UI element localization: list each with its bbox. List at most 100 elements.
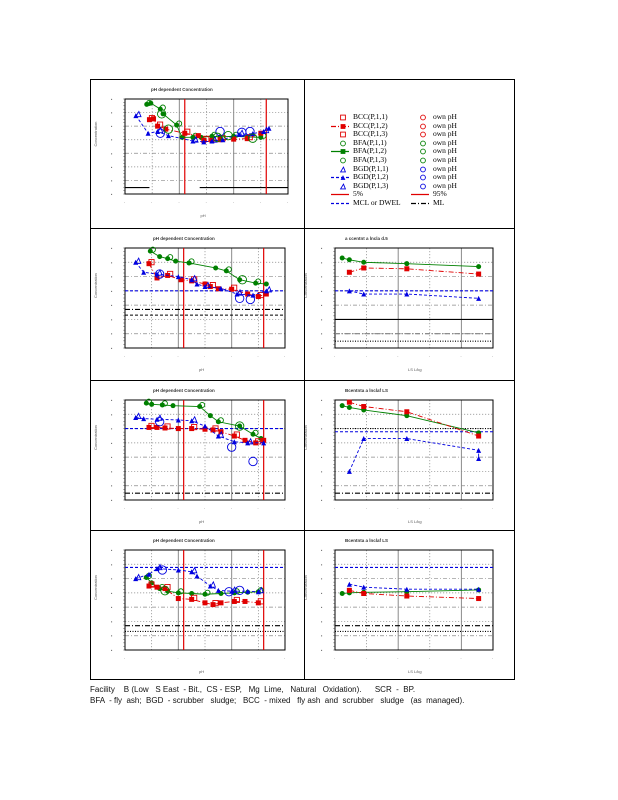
- y-axis-label: Concentration: [93, 122, 98, 147]
- data-point-bcc: [263, 291, 269, 297]
- x-tick-label: ‧: [151, 200, 152, 205]
- y-tick-label: ▪: [111, 440, 113, 445]
- y-tick-label: ▪: [321, 562, 323, 567]
- legend-symbol: [420, 157, 426, 164]
- legend-row: BFA(P,1,3) own pH: [331, 154, 511, 165]
- chart-title: pH dependent Concentration: [153, 388, 215, 393]
- legend-label: BCC(P,1,1): [353, 112, 388, 121]
- chart-title: a ccentnt a lncla d.5: [345, 236, 388, 241]
- data-point-bgd-replicate: [265, 285, 273, 293]
- y-tick-label: ▪: [321, 246, 323, 251]
- data-point-bgd-replicate: [190, 415, 198, 423]
- legend-symbol: [331, 190, 349, 199]
- own-ph-point: [223, 130, 233, 141]
- figure-caption: Facility B (Low S East - Bit., CS - ESP,…: [90, 684, 520, 706]
- x-tick-label: ‧: [178, 200, 179, 205]
- y-tick-label: ▪: [111, 274, 113, 279]
- data-point-bfa: [207, 413, 213, 419]
- data-point-bgd-replicate: [134, 573, 142, 581]
- own-ph-point: [157, 109, 167, 119]
- data-point-bcc: [215, 286, 221, 292]
- own-ph-point: [155, 417, 165, 427]
- legend-symbol: [420, 149, 426, 155]
- x-tick-label: ‧: [429, 656, 430, 661]
- legend-label: BCC(P,1,3): [353, 129, 388, 139]
- legend-label: BFA(P,1,3): [353, 154, 387, 164]
- y-tick-label: ▪: [321, 426, 323, 431]
- data-point-bcc: [361, 591, 367, 597]
- x-tick-label: ‧: [233, 200, 234, 205]
- legend-label: ML: [433, 197, 445, 207]
- y-tick-label: ▪: [321, 346, 323, 351]
- y-tick-label: ▪: [321, 398, 323, 403]
- legend-marker: [340, 123, 346, 129]
- data-point-bgd: [250, 292, 256, 298]
- chart-svg: a ccentnt a lncla d.5 ‧ ‧ ‧ ‧ ‧ ‧ ▪ ▪ ▪ ▪ ▪ ▪ ▪ ▪ LS L/…: [303, 236, 494, 372]
- legend-marker: [340, 175, 346, 181]
- data-point-bgd: [218, 285, 224, 291]
- data-point-bgd: [361, 436, 367, 442]
- x-tick-label: ‧: [124, 200, 125, 205]
- chart-title: Bcentnta a lnclaf LS: [345, 388, 388, 393]
- legend-own-label: own pH: [433, 172, 457, 182]
- data-point-bcc-replicate: [212, 425, 219, 432]
- x-tick-label: ‧: [366, 656, 367, 661]
- data-point-bcc: [154, 584, 160, 590]
- x-tick-label: ‧: [284, 506, 285, 511]
- data-point-bfa-replicate: [225, 266, 232, 273]
- data-point-bgd: [141, 416, 147, 422]
- data-point-bgd: [346, 288, 352, 294]
- data-point-bgd-replicate: [134, 412, 142, 420]
- legend-symbol: [420, 174, 426, 181]
- legend-row: BCC(P,1,2) own pH: [331, 121, 511, 131]
- data-point-bcc-replicate: [191, 424, 198, 431]
- x-tick-label: ‧: [284, 354, 285, 359]
- plot-area: [124, 98, 289, 195]
- data-point-bcc: [202, 281, 208, 287]
- x-tick-label: ‧: [204, 506, 205, 511]
- data-point-bgd-replicate: [156, 268, 163, 276]
- data-point-bgd: [141, 269, 147, 275]
- y-tick-label: ▪: [321, 440, 323, 445]
- x-tick-label: ‧: [177, 354, 178, 359]
- own-ph-point: [212, 132, 223, 142]
- legend-marker: [420, 123, 426, 129]
- data-point-bgd-replicate: [217, 430, 225, 438]
- y-tick-label: ▪: [321, 303, 323, 308]
- plot-area: [124, 399, 286, 501]
- data-point-bfa: [361, 259, 367, 265]
- own-ph-point: [155, 269, 165, 279]
- y-tick-label: ▪: [111, 178, 113, 183]
- y-tick-label: ▪: [111, 590, 113, 595]
- plot-area: [334, 549, 494, 651]
- legend-symbol: [340, 140, 346, 147]
- legend-row: BCC(P,1,3) own pH: [331, 130, 511, 139]
- y-tick-label: ▪: [321, 331, 323, 336]
- legend-row: MCL or DWEL ML: [331, 197, 511, 208]
- own-ph-point: [245, 294, 255, 305]
- legend-row: BGD(P,1,3) own pH: [331, 181, 511, 191]
- data-point-bfa-replicate: [217, 417, 224, 424]
- y-axis-label: Concentration: [303, 273, 308, 298]
- y-tick-label: ▪: [111, 303, 113, 308]
- own-ph-point: [224, 587, 234, 597]
- chart-title: pH dependent Concentration: [151, 87, 213, 92]
- data-point-bfa: [346, 404, 352, 410]
- y-tick-label: ▪: [111, 548, 113, 553]
- data-point-bcc: [361, 404, 367, 410]
- data-point-bcc: [154, 424, 160, 430]
- data-point-bgd: [476, 586, 482, 592]
- x-tick-label: ‧: [397, 656, 398, 661]
- data-point-bfa: [149, 401, 155, 407]
- series-line-bgd: [348, 438, 480, 472]
- chart-ls-2: a ccentnt a lncla d.5 ‧ ‧ ‧ ‧ ‧ ‧ ▪ ▪ ▪ ▪ ▪ ▪ ▪ ▪ LS L/…: [303, 229, 515, 380]
- legend-symbol: [331, 123, 349, 129]
- own-ph-point: [160, 586, 170, 596]
- legend-label: BGD(P,1,1): [353, 163, 389, 173]
- y-tick-label: ▪: [111, 605, 113, 610]
- data-point-bgd-replicate: [246, 437, 254, 445]
- own-ph-point: [163, 124, 174, 134]
- chart-svg: Bcentnta a lnclaf LS ‧ ‧ ‧ ‧ ‧ ‧ ▪ ▪ ▪ ▪ ▪ ▪ ▪ ▪ LS L/k…: [303, 388, 494, 524]
- data-point-bfa-replicate: [149, 246, 156, 253]
- x-tick-label: ‧: [231, 354, 232, 359]
